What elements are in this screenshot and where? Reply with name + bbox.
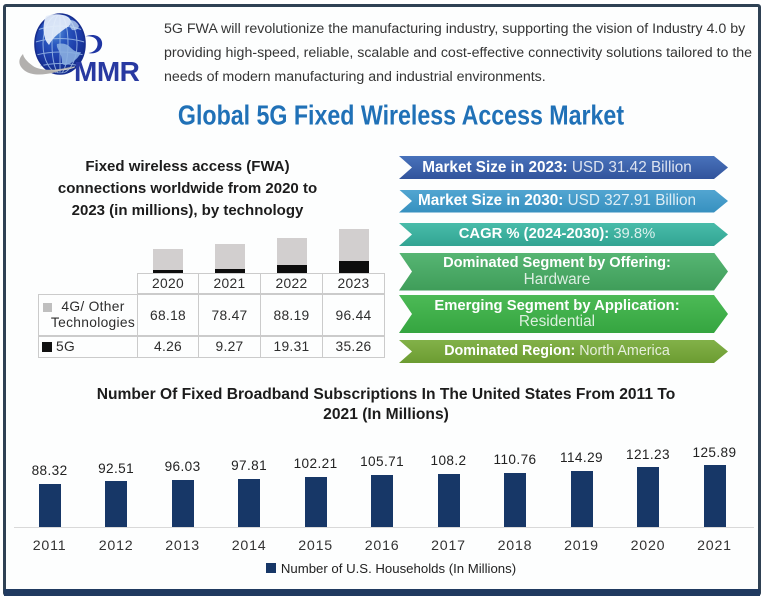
svg-text:MMR: MMR [74,56,140,87]
